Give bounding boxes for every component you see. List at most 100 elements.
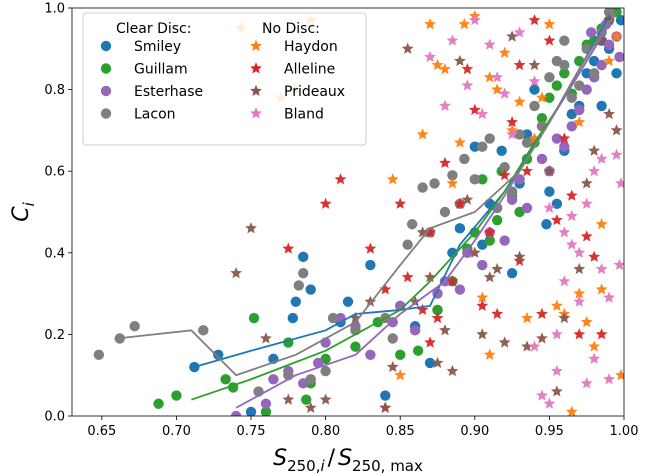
legend-label-smiley: Smiley bbox=[134, 39, 181, 55]
data-point-star bbox=[446, 364, 459, 377]
data-point-circle bbox=[469, 174, 481, 185]
legend-label-guillam: Guillam bbox=[134, 62, 188, 78]
legend-label-prideaux: Prideaux bbox=[284, 84, 345, 100]
data-point-star bbox=[424, 50, 436, 62]
data-point-star bbox=[476, 328, 489, 340]
data-point-star bbox=[498, 169, 511, 181]
data-point-star bbox=[439, 63, 451, 75]
legend: Clear Disc: No Disc: Smiley Guillam Esterh… bbox=[82, 12, 367, 146]
legend-box bbox=[82, 12, 367, 146]
data-point-star bbox=[603, 107, 615, 120]
data-point-circle bbox=[615, 15, 624, 26]
data-point-star bbox=[416, 303, 429, 315]
data-point-star bbox=[446, 177, 459, 189]
data-point-star bbox=[498, 336, 511, 348]
data-point-star bbox=[513, 95, 526, 107]
data-point-star bbox=[565, 405, 578, 416]
data-point-star bbox=[521, 165, 533, 177]
data-point-star bbox=[550, 299, 563, 311]
data-point-star bbox=[498, 87, 511, 99]
data-point-circle bbox=[459, 153, 470, 165]
x-label-main: S bbox=[273, 446, 287, 471]
data-point-star bbox=[521, 340, 533, 352]
data-point-star bbox=[595, 283, 608, 295]
data-point-star bbox=[603, 373, 615, 385]
data-point-circle bbox=[350, 341, 361, 352]
data-point-circle bbox=[365, 349, 376, 360]
data-point-circle bbox=[417, 182, 428, 193]
legend-label-bland: Bland bbox=[284, 107, 324, 123]
data-point-circle bbox=[469, 141, 481, 152]
data-point-circle bbox=[514, 129, 525, 140]
data-point-star bbox=[506, 128, 518, 140]
data-point-star bbox=[588, 165, 601, 177]
data-point-star bbox=[613, 258, 624, 271]
data-point-star bbox=[580, 230, 593, 242]
data-point-circle bbox=[189, 361, 200, 373]
data-point-circle bbox=[536, 112, 548, 124]
data-point-star bbox=[536, 307, 548, 320]
data-point-circle bbox=[499, 161, 510, 173]
data-point-circle bbox=[342, 296, 354, 307]
x-tick-label: 0.90 bbox=[460, 424, 489, 439]
data-point-star bbox=[603, 291, 615, 303]
data-point-circle bbox=[406, 219, 418, 230]
data-point-star bbox=[565, 189, 578, 201]
x-label-sub2: 250, max bbox=[352, 457, 423, 474]
data-point-star bbox=[483, 38, 496, 50]
data-point-circle bbox=[447, 170, 458, 181]
data-point-star bbox=[506, 116, 518, 128]
data-point-star bbox=[558, 132, 571, 144]
data-point-star bbox=[588, 144, 601, 156]
data-point-star bbox=[543, 18, 556, 30]
data-point-star bbox=[468, 246, 481, 258]
legend-col1: Smiley Guillam Esterhase Lacon bbox=[100, 39, 203, 123]
data-point-circle bbox=[395, 349, 406, 360]
data-point-star bbox=[476, 291, 489, 303]
data-point-star bbox=[364, 242, 377, 254]
svg-text:Ci: Ci bbox=[9, 201, 38, 221]
data-point-circle bbox=[499, 235, 510, 246]
data-point-circle bbox=[521, 137, 533, 148]
data-point-star bbox=[483, 348, 496, 360]
data-point-star bbox=[595, 262, 608, 275]
data-point-star bbox=[610, 124, 623, 136]
data-point-circle bbox=[287, 312, 298, 324]
data-point-star bbox=[580, 315, 593, 328]
data-point-circle bbox=[424, 357, 436, 369]
data-point-circle bbox=[245, 406, 257, 416]
data-point-star bbox=[595, 328, 608, 340]
data-point-circle bbox=[574, 104, 585, 116]
data-point-circle bbox=[213, 349, 224, 360]
data-point-star bbox=[461, 193, 474, 205]
x-axis-label: S250,i / S250, max bbox=[273, 446, 423, 474]
data-point-circle bbox=[536, 153, 548, 165]
data-point-circle bbox=[611, 68, 622, 79]
x-tick-label: 0.65 bbox=[87, 424, 116, 439]
data-point-star bbox=[513, 250, 526, 262]
data-point-circle bbox=[432, 304, 443, 316]
data-point-circle bbox=[230, 410, 242, 416]
data-point-circle bbox=[320, 365, 331, 377]
data-point-star bbox=[580, 197, 593, 209]
data-point-star bbox=[491, 262, 504, 275]
data-point-star bbox=[506, 30, 518, 42]
data-point-star bbox=[476, 299, 489, 311]
data-point-star bbox=[573, 246, 586, 258]
data-point-star bbox=[565, 209, 578, 222]
data-point-star bbox=[230, 267, 242, 279]
data-point-star bbox=[401, 271, 414, 283]
data-point-circle bbox=[559, 35, 570, 46]
trend-line-lacon bbox=[116, 19, 610, 377]
data-point-star bbox=[424, 271, 436, 283]
data-point-circle bbox=[529, 100, 540, 112]
data-point-circle bbox=[290, 296, 301, 307]
data-point-star bbox=[431, 311, 444, 324]
data-point-star bbox=[461, 63, 474, 75]
data-point-star bbox=[446, 34, 459, 46]
plot-area bbox=[93, 8, 624, 416]
data-point-circle bbox=[298, 251, 309, 263]
y-axis-label: Ci bbox=[9, 201, 38, 221]
data-point-circle bbox=[596, 100, 607, 112]
data-point-circle bbox=[529, 84, 540, 95]
